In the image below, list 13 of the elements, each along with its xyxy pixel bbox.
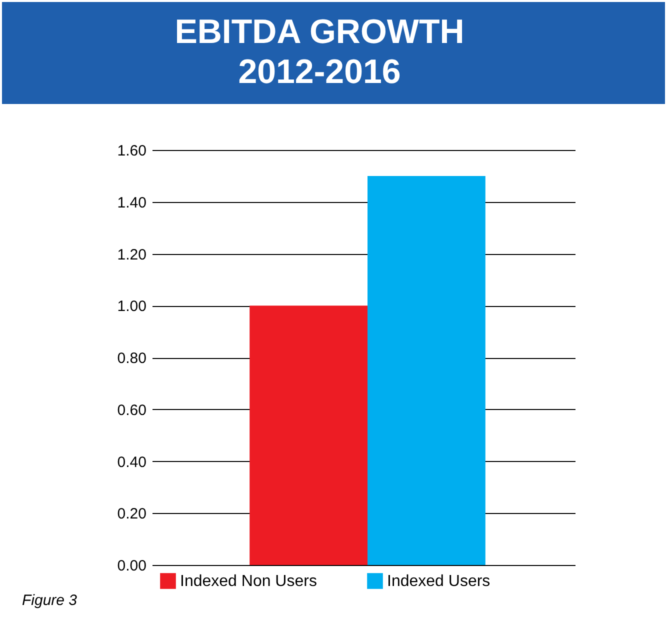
caption: Figure 3 [22, 592, 78, 609]
legend-label: Indexed Non Users [180, 573, 317, 590]
y-tick-label: 1.60 [117, 142, 146, 160]
y-tick-label: 0.60 [117, 402, 146, 419]
y-tick-label: 0.40 [117, 454, 146, 471]
y-tick-label: 1.40 [117, 194, 146, 212]
y-tick-label: 1.20 [117, 246, 146, 264]
y-tick-label: 0.00 [117, 558, 146, 574]
y-tick-label: 0.80 [117, 350, 146, 367]
y-tick-label: 0.20 [117, 506, 146, 523]
chart-title: EBITDA GROWTH 2012-2016 [174, 13, 464, 91]
legend-label: Indexed Users [387, 573, 490, 590]
y-tick-label: 1.00 [117, 298, 146, 316]
